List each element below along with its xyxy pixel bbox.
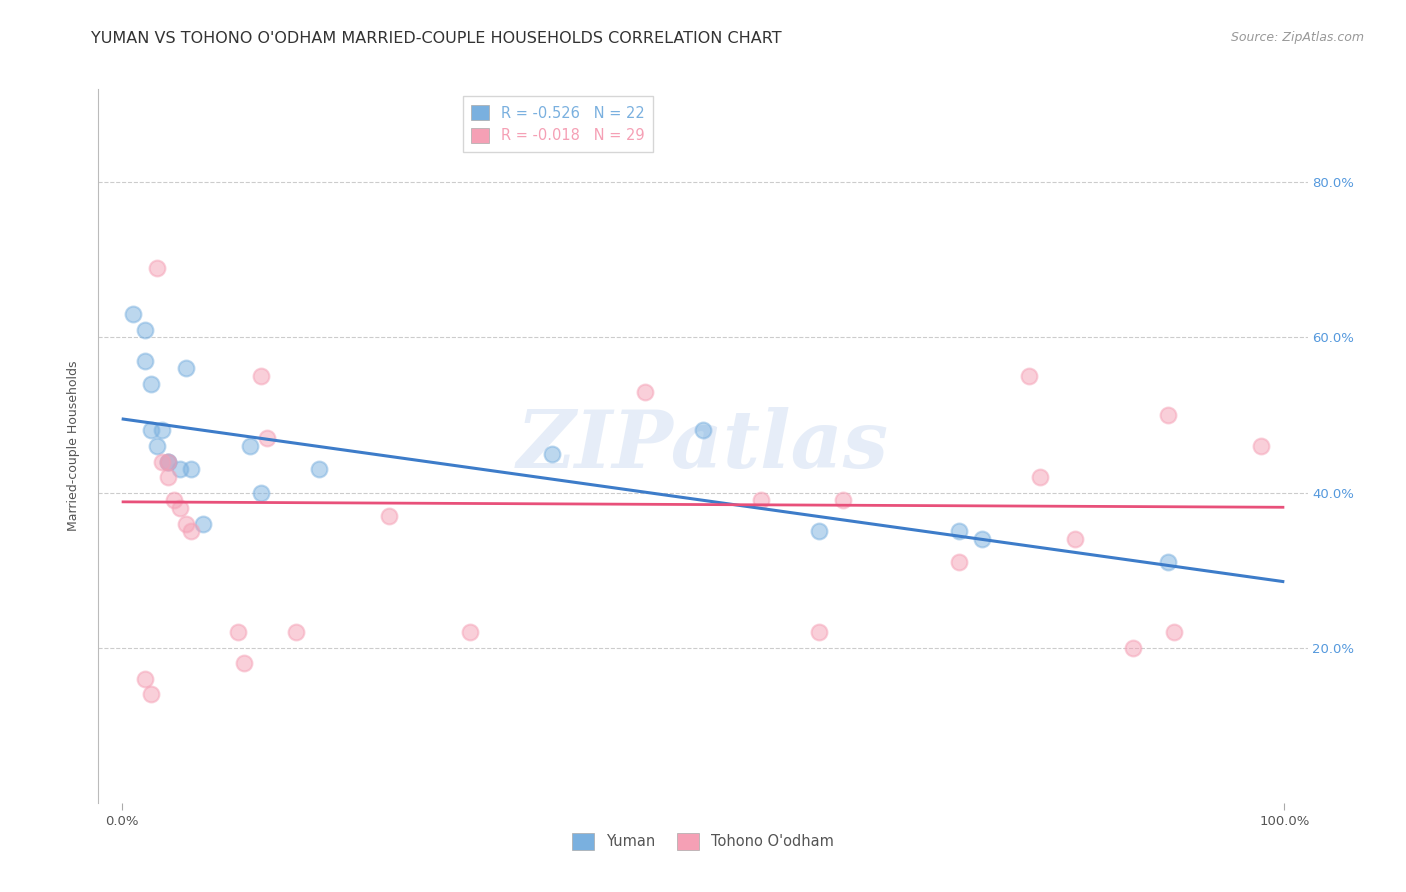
Point — [150, 454, 173, 468]
Point — [226, 625, 249, 640]
Point — [808, 625, 831, 640]
Point — [134, 353, 156, 368]
Point — [174, 516, 197, 531]
Point — [180, 524, 202, 539]
Point — [174, 361, 197, 376]
Point — [139, 687, 162, 701]
Point — [1029, 470, 1052, 484]
Point — [157, 470, 180, 484]
Point — [134, 323, 156, 337]
Point — [308, 462, 330, 476]
Point — [250, 369, 273, 384]
Point — [145, 439, 167, 453]
Point — [948, 555, 970, 569]
Point — [239, 439, 262, 453]
Point — [1122, 640, 1144, 655]
Point — [169, 501, 191, 516]
Point — [157, 454, 180, 468]
Point — [139, 376, 162, 391]
Point — [134, 672, 156, 686]
Point — [1163, 625, 1185, 640]
Text: Source: ZipAtlas.com: Source: ZipAtlas.com — [1230, 31, 1364, 45]
Point — [191, 516, 214, 531]
Y-axis label: Married-couple Households: Married-couple Households — [66, 360, 80, 532]
Point — [1157, 555, 1180, 569]
Point — [163, 493, 186, 508]
Point — [157, 454, 180, 468]
Text: YUMAN VS TOHONO O'ODHAM MARRIED-COUPLE HOUSEHOLDS CORRELATION CHART: YUMAN VS TOHONO O'ODHAM MARRIED-COUPLE H… — [91, 31, 782, 46]
Point — [460, 625, 482, 640]
Point — [150, 424, 173, 438]
Point — [250, 485, 273, 500]
Point — [285, 625, 308, 640]
Point — [1250, 439, 1272, 453]
Point — [540, 447, 562, 461]
Point — [180, 462, 202, 476]
Legend: Yuman, Tohono O'odham: Yuman, Tohono O'odham — [567, 827, 839, 856]
Point — [1064, 532, 1087, 546]
Point — [122, 307, 145, 321]
Point — [378, 508, 401, 523]
Point — [139, 424, 162, 438]
Point — [970, 532, 993, 546]
Point — [157, 454, 180, 468]
Point — [145, 260, 167, 275]
Point — [692, 424, 714, 438]
Point — [169, 462, 191, 476]
Point — [948, 524, 970, 539]
Point — [256, 431, 278, 445]
Point — [1018, 369, 1040, 384]
Text: ZIPatlas: ZIPatlas — [517, 408, 889, 484]
Point — [749, 493, 772, 508]
Point — [634, 384, 657, 399]
Point — [808, 524, 831, 539]
Point — [1157, 408, 1180, 422]
Point — [831, 493, 853, 508]
Point — [232, 656, 254, 670]
